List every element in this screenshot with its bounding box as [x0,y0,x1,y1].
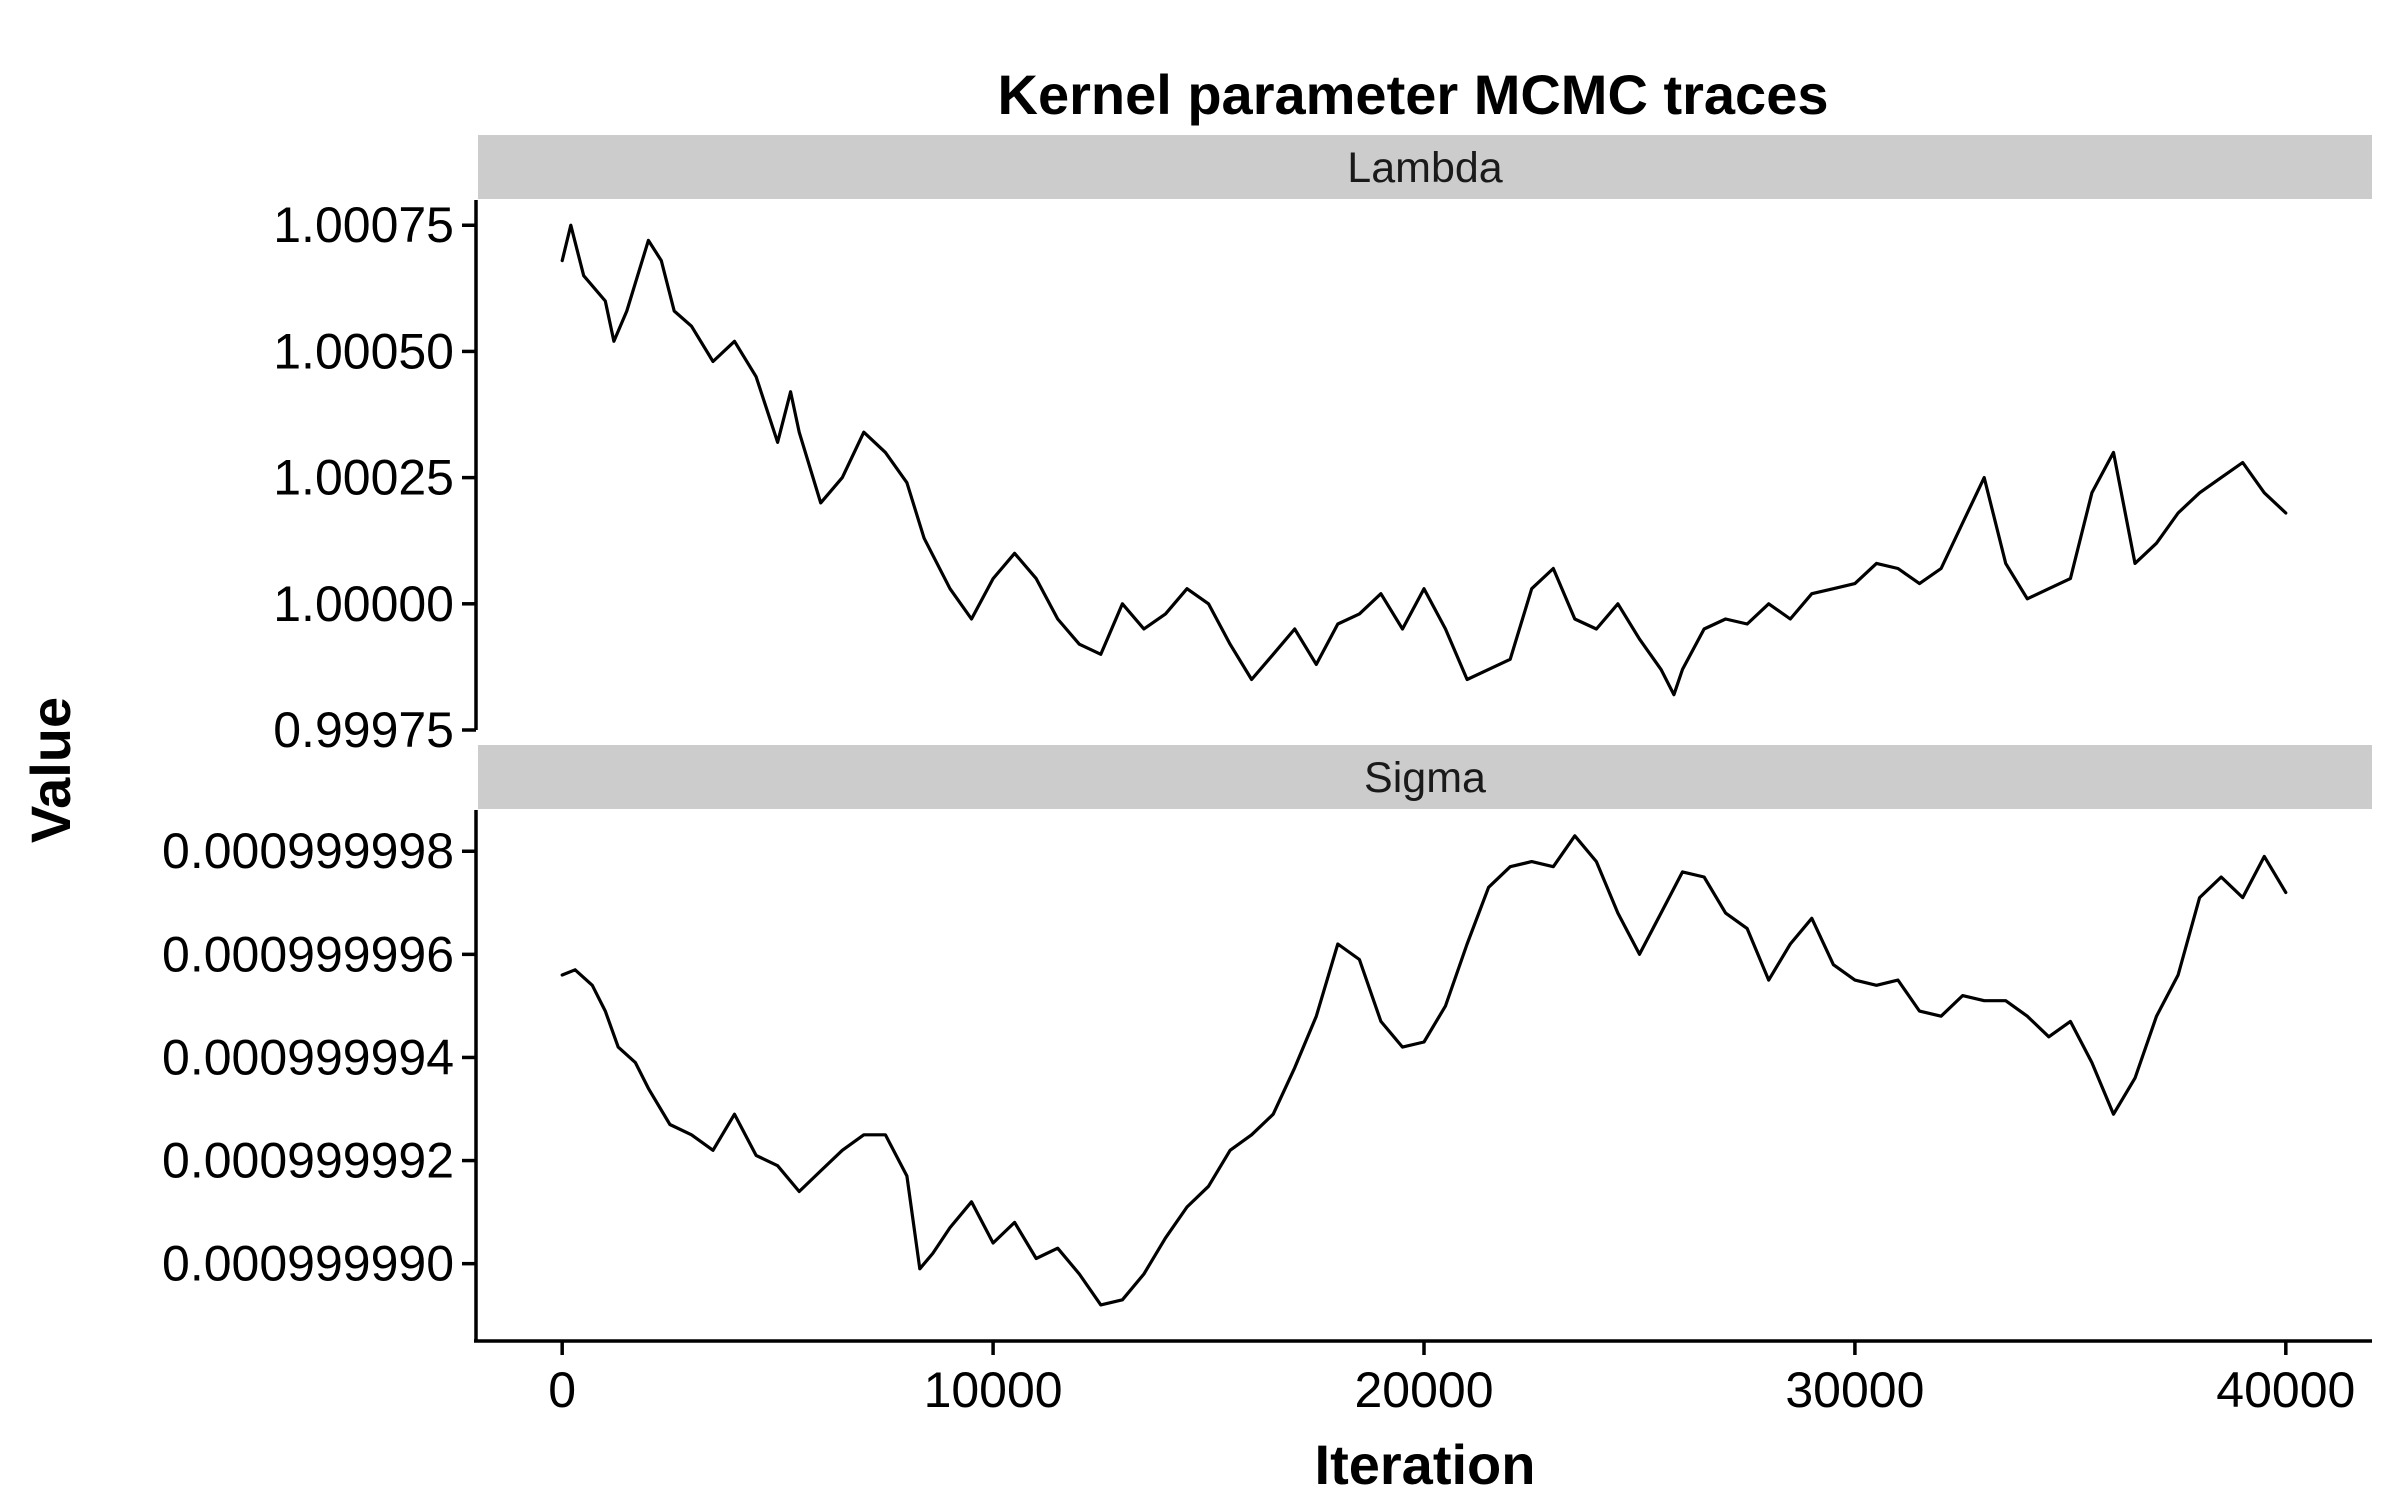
y-tick-label: 1.00050 [273,323,454,379]
y-axis-title: Value [19,697,82,843]
y-tick-label: 0.000999996 [162,926,454,982]
y-tick-label: 0.99975 [273,702,454,758]
panel-sigma: Sigma 0.0009999900.0009999920.0009999940… [162,745,2372,1343]
x-tick-label: 10000 [924,1362,1063,1418]
y-tick-label: 1.00025 [273,450,454,506]
y-tick-label: 1.00000 [273,576,454,632]
y-tick-label: 0.000999990 [162,1236,454,1292]
y-tick-label: 0.000999994 [162,1029,454,1085]
series-line-sigma [560,834,2288,1307]
strip-label-sigma: Sigma [1364,754,1486,802]
y-tick-label: 0.000999998 [162,823,454,879]
series-line-lambda [560,223,2288,697]
y-ticks-lambda: 0.99975 1.00000 1.00025 1.00050 1.00075 [273,197,476,758]
strip-sigma [478,745,2372,809]
x-ticks: 0 10000 20000 30000 40000 [548,1341,2355,1418]
x-tick-label: 0 [548,1362,576,1418]
x-tick-label: 30000 [1785,1362,1924,1418]
y-ticks-sigma: 0.000999990 0.000999992 0.000999994 0.00099… [162,823,476,1292]
strip-label-lambda: Lambda [1347,144,1502,192]
x-tick-label: 40000 [2216,1362,2355,1418]
y-tick-label: 0.000999992 [162,1133,454,1189]
x-tick-label: 20000 [1354,1362,1493,1418]
x-axis-title: Iteration [1315,1433,1536,1496]
y-tick-label: 1.00075 [273,197,454,253]
strip-lambda [478,135,2372,199]
chart-title: Kernel parameter MCMC traces [998,63,1829,126]
panel-lambda: Lambda 0.99975 1.00000 1.00025 1.00050 1.000… [273,135,2372,758]
